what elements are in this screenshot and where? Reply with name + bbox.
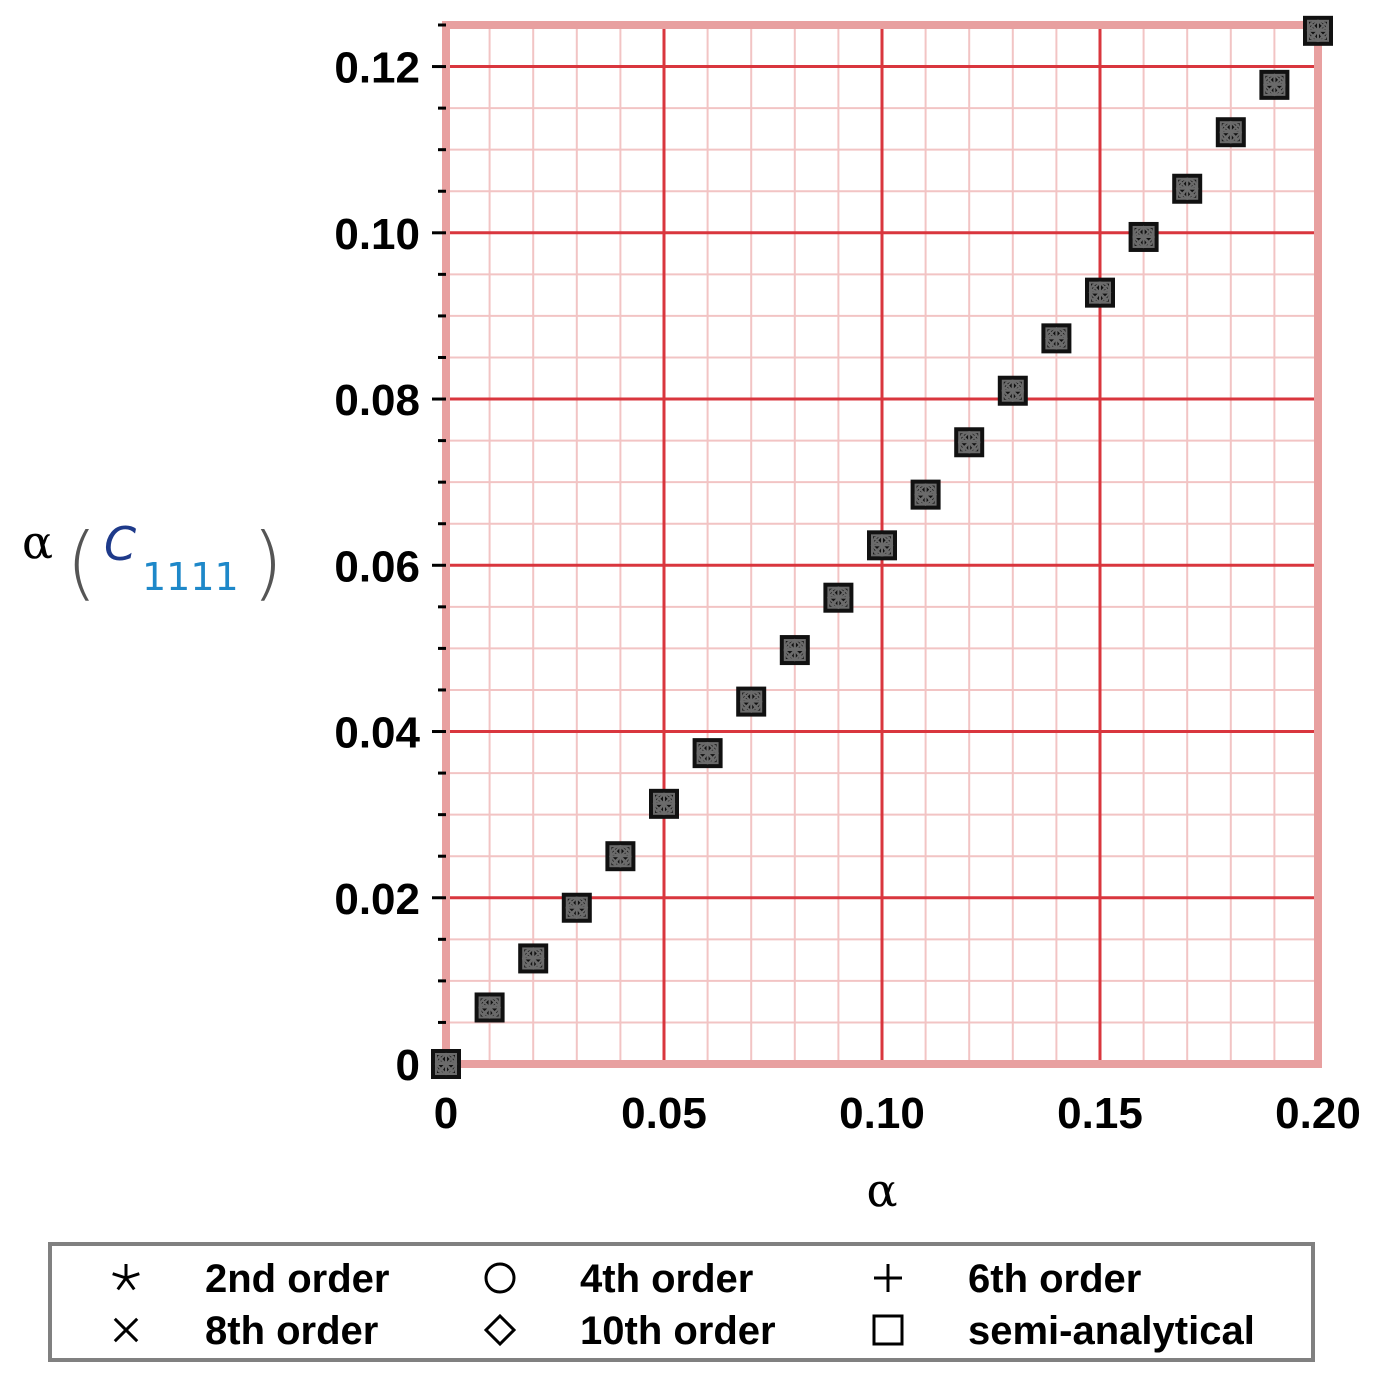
marker-square: [1132, 225, 1155, 248]
data-point: [1172, 173, 1203, 204]
legend-label: 10th order: [580, 1309, 776, 1353]
y-axis-label-variable: C: [104, 517, 136, 571]
marker-square: [609, 845, 632, 868]
marker-square: [1045, 327, 1068, 350]
legend-marker-asterisk: [112, 1264, 140, 1291]
data-point: [1303, 15, 1333, 46]
legend-marker-square: [872, 1314, 904, 1346]
y-tick-label: 0.04: [334, 709, 420, 758]
marker-square: [958, 431, 981, 454]
data-point: [518, 943, 549, 974]
data-point: [474, 992, 505, 1023]
legend-marker-plus: [874, 1264, 902, 1292]
marker-square: [1219, 121, 1242, 144]
data-point: [823, 582, 854, 613]
x-tick-label: 0.05: [621, 1089, 707, 1138]
y-axis-tick-labels: 0 0.02 0.04 0.06 0.08 0.10 0.12: [334, 44, 420, 1090]
y-tick-label: 0.02: [334, 875, 420, 924]
y-axis-label-symbol: α: [22, 515, 53, 569]
marker-square: [1001, 379, 1024, 402]
marker-square: [1176, 177, 1199, 200]
data-point: [954, 427, 985, 458]
marker-square: [1263, 73, 1286, 96]
x-tick-label: 0: [434, 1089, 458, 1138]
y-axis-label-close-paren: ): [252, 516, 283, 609]
marker-square: [827, 586, 850, 609]
legend: 2nd order 4th order 6th order 8th order 10th…: [48, 1242, 1315, 1362]
y-tick-label: 0.06: [334, 542, 420, 591]
plot-frame: [442, 21, 1322, 1068]
legend-label: 2nd order: [205, 1257, 389, 1301]
marker-square: [1089, 281, 1111, 304]
legend-label: 6th order: [968, 1257, 1141, 1301]
x-tick-label: 0.20: [1275, 1089, 1361, 1138]
legend-marker-circle: [484, 1262, 516, 1294]
x-tick-label: 0.15: [1057, 1089, 1143, 1138]
marker-square: [871, 534, 893, 557]
y-axis-label-open-paren: (: [66, 516, 97, 609]
data-point: [867, 530, 897, 561]
marker-square: [478, 996, 501, 1019]
data-point: [1041, 323, 1072, 354]
marker-square: [653, 792, 675, 815]
marker-square: [1307, 19, 1329, 42]
y-axis-label-subscript: 1111: [142, 555, 239, 599]
marker-square: [696, 742, 719, 765]
marker-square: [783, 639, 806, 662]
data-point: [692, 738, 723, 769]
legend-marker-cross: [113, 1317, 139, 1343]
y-tick-label: 0: [396, 1041, 420, 1090]
legend-item: semi-analytical: [872, 1309, 1255, 1353]
marker-square: [565, 896, 588, 919]
data-point: [910, 479, 941, 510]
legend-item: 10th order: [483, 1309, 776, 1353]
x-axis-tick-labels: 0 0.05 0.10 0.15 0.20: [434, 1089, 1361, 1138]
legend-item: 4th order: [484, 1257, 753, 1301]
y-tick-label: 0.08: [334, 376, 420, 425]
legend-item: 8th order: [113, 1309, 378, 1353]
y-axis-ticks: [432, 23, 446, 1066]
legend-item: 2nd order: [112, 1257, 389, 1301]
data-point: [736, 686, 767, 717]
legend-label: 8th order: [205, 1309, 378, 1353]
y-tick-label: 0.10: [334, 210, 420, 259]
marker-square: [522, 947, 545, 970]
data-point: [605, 841, 636, 872]
legend-label: semi-analytical: [968, 1309, 1255, 1353]
legend-marker-diamond: [483, 1313, 517, 1347]
data-point: [561, 892, 592, 923]
data-point: [431, 1049, 461, 1079]
y-tick-label: 0.12: [334, 44, 420, 93]
data-point: [1128, 221, 1159, 252]
x-tick-label: 0.10: [839, 1089, 925, 1138]
data-point: [1259, 69, 1290, 100]
y-axis-label: α ( C 1111 ): [22, 515, 283, 609]
legend-item: 6th order: [874, 1257, 1141, 1301]
data-point: [779, 635, 810, 666]
marker-square: [914, 483, 937, 506]
x-axis-label: α: [866, 1163, 897, 1217]
marker-square: [435, 1053, 457, 1075]
data-point: [1085, 277, 1115, 308]
data-points: [431, 15, 1333, 1079]
legend-label: 4th order: [580, 1257, 753, 1301]
marker-square: [740, 690, 763, 713]
data-point: [649, 788, 679, 819]
data-point: [997, 375, 1028, 406]
data-point: [1215, 117, 1246, 148]
